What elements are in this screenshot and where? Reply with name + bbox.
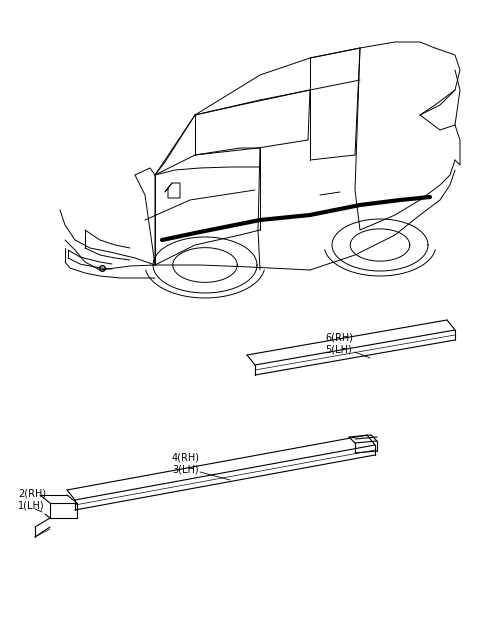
Text: 1(LH): 1(LH) (18, 500, 45, 510)
Text: 4(RH): 4(RH) (172, 453, 200, 463)
Text: 2(RH): 2(RH) (18, 488, 46, 498)
Text: 6(RH): 6(RH) (325, 333, 353, 343)
Text: 3(LH): 3(LH) (172, 465, 199, 475)
Text: 5(LH): 5(LH) (325, 345, 352, 355)
